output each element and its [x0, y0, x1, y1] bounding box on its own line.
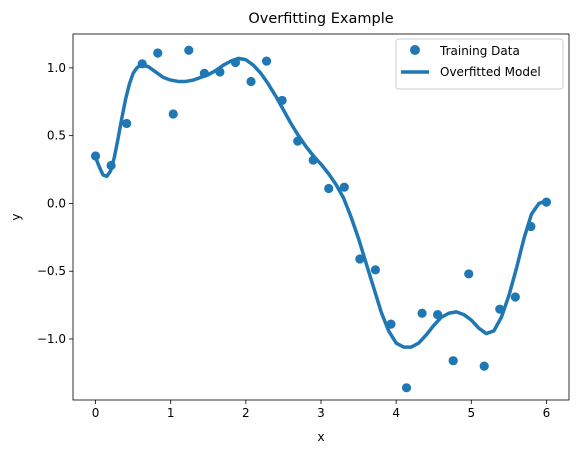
- x-tick-label: 6: [543, 406, 551, 420]
- legend-label-training-data: Training Data: [439, 44, 520, 58]
- y-tick-label: 0.5: [47, 129, 66, 143]
- x-tick-label: 4: [392, 406, 400, 420]
- x-tick-label: 5: [467, 406, 475, 420]
- training-data-point: [324, 183, 334, 194]
- y-tick-label: −0.5: [37, 264, 66, 278]
- x-axis-label: x: [317, 430, 324, 444]
- training-data-point: [401, 383, 412, 393]
- training-data-point: [510, 292, 520, 302]
- training-data-point: [464, 269, 474, 279]
- plot-frame: [72, 33, 570, 401]
- training-data-point: [184, 45, 194, 55]
- training-data-point: [261, 56, 272, 66]
- y-tick-label: 0.0: [47, 196, 66, 210]
- y-tick-label: 1.0: [47, 61, 66, 75]
- training-data-point: [479, 361, 489, 371]
- training-data-point: [355, 254, 365, 264]
- training-data-point: [246, 76, 256, 87]
- training-data-point: [168, 109, 178, 119]
- x-axis-ticks: 0 1 2 3 4 5 6: [92, 400, 551, 420]
- x-tick-label: 0: [92, 406, 100, 420]
- legend-box: [395, 38, 564, 90]
- training-data-point: [370, 265, 381, 275]
- training-data-point: [153, 48, 163, 58]
- chart-title: Overfitting Example: [248, 11, 393, 27]
- training-data-point: [90, 151, 101, 161]
- series-layer: [90, 45, 552, 393]
- training-data-point: [339, 182, 349, 192]
- y-axis-ticks: 1.0 0.5 0.0 −0.5 −1.0: [37, 61, 73, 346]
- x-tick-label: 3: [317, 406, 325, 420]
- training-data-point: [122, 118, 132, 129]
- legend-marker-training-data: [410, 45, 420, 55]
- training-data-point: [417, 308, 427, 318]
- legend-label-overfitted-model: Overfitted Model: [440, 65, 541, 79]
- x-tick-label: 2: [242, 406, 250, 420]
- plot-area: [73, 34, 569, 400]
- x-tick-label: 1: [167, 406, 175, 420]
- y-tick-label: −1.0: [37, 332, 66, 346]
- training-data-point: [448, 356, 458, 366]
- legend: Training Data Overfitted Model: [395, 38, 564, 90]
- overfitted-model-line: [93, 56, 548, 349]
- y-axis-label: y: [9, 213, 23, 220]
